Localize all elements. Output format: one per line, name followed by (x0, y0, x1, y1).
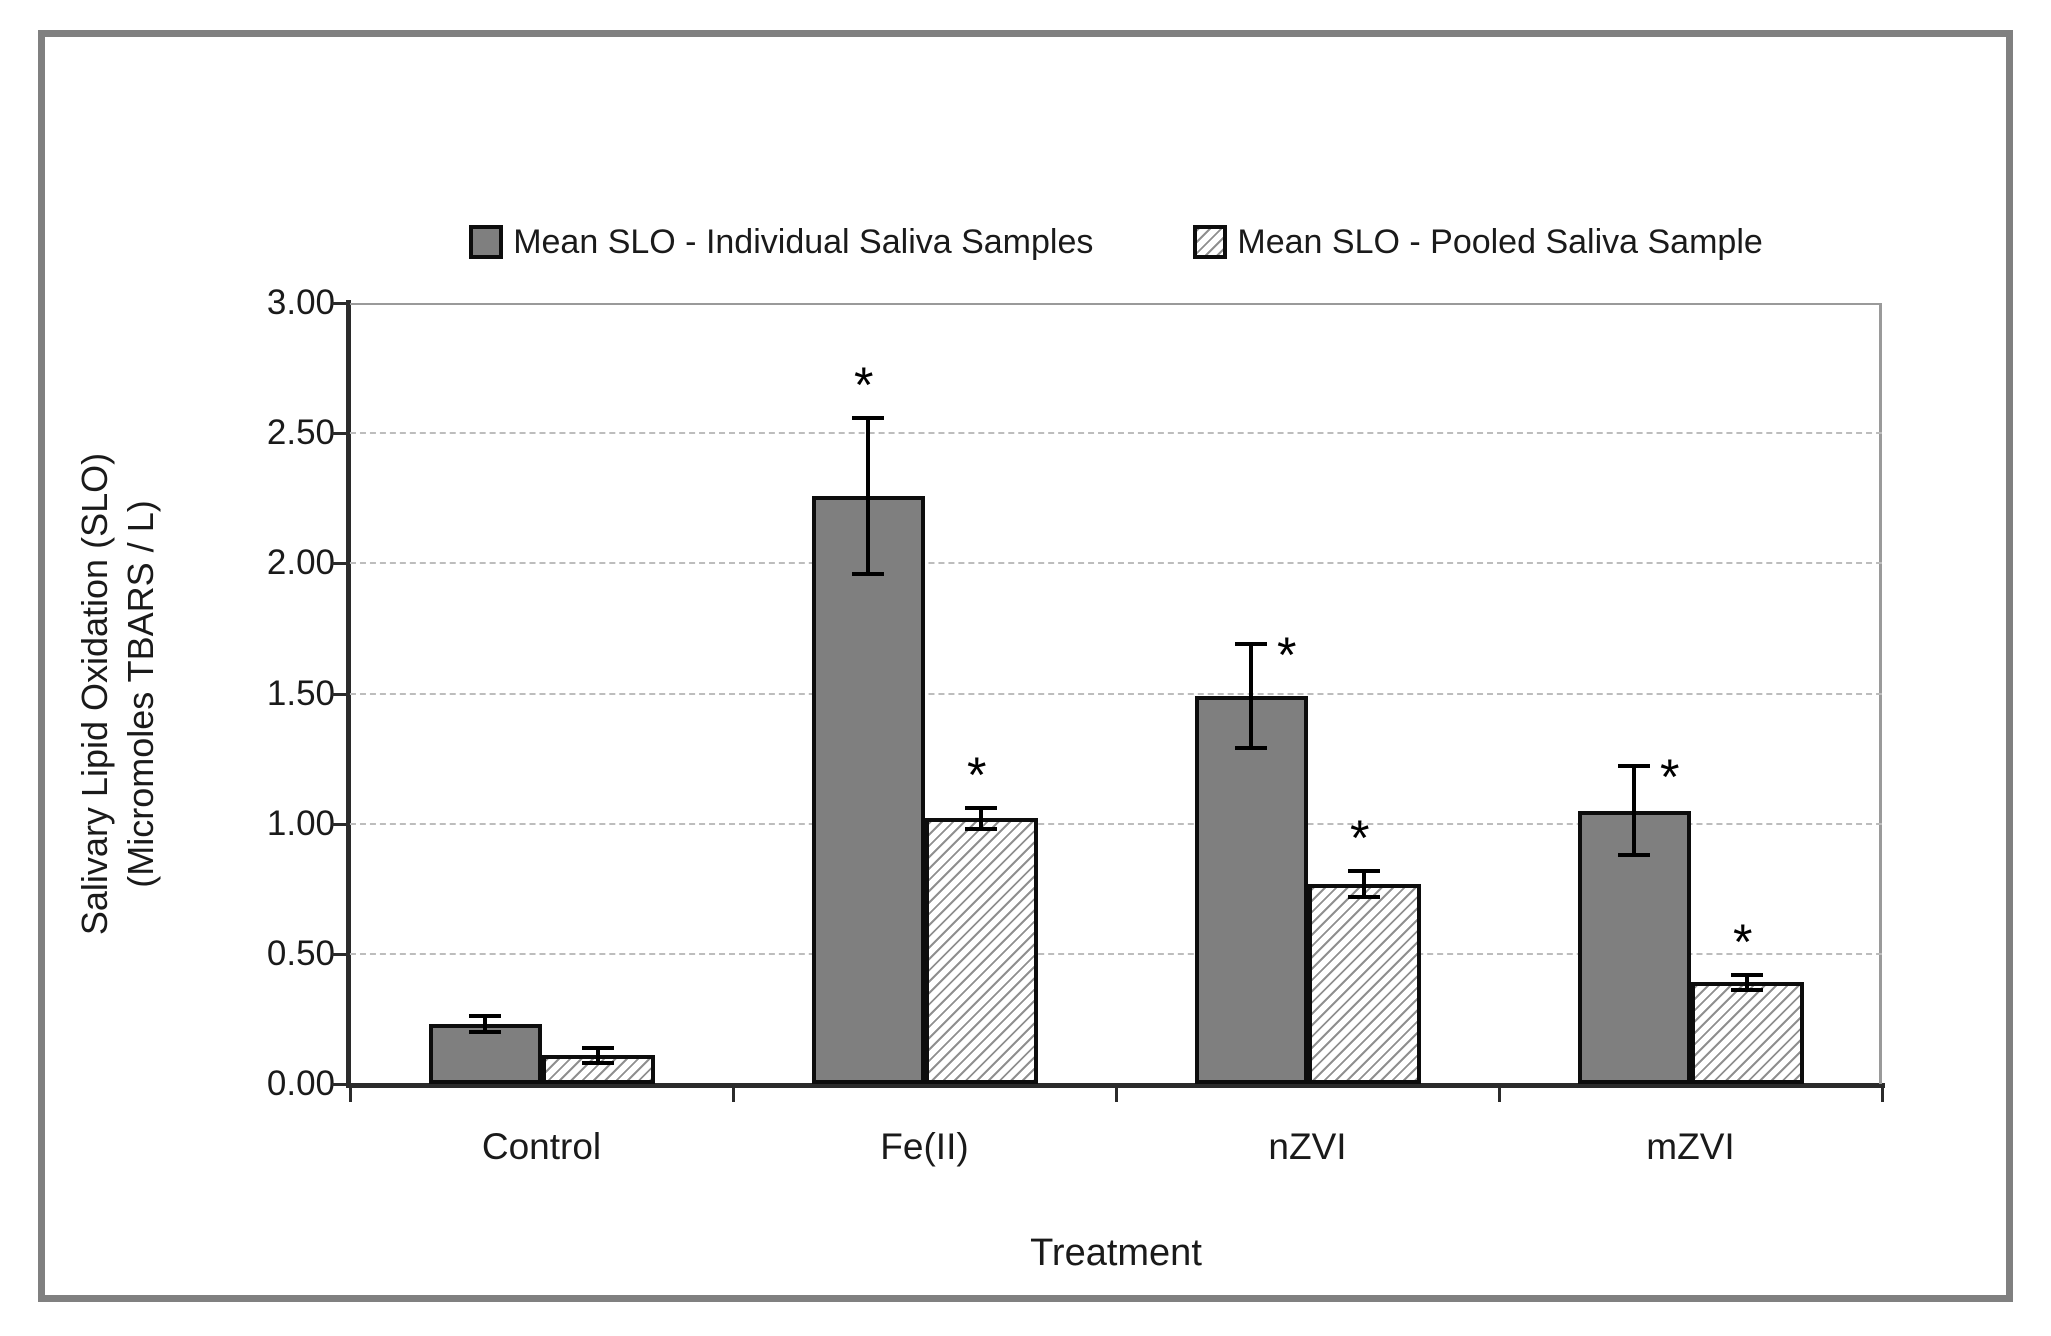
bar-hatched-mZVI (1690, 982, 1804, 1084)
error-bar (596, 1047, 600, 1064)
error-bar-cap-bottom (1731, 988, 1763, 993)
y-tick-label: 0.50 (266, 933, 335, 973)
error-bar-cap-top (1731, 972, 1763, 977)
legend-item-individual: Mean SLO - Individual Saliva Samples (469, 223, 1093, 262)
plot-area: * * * * * * (350, 303, 1882, 1084)
y-axis-line (346, 300, 351, 1087)
x-tick-mark (349, 1086, 352, 1102)
error-bar (1249, 644, 1253, 749)
y-tick-mark (332, 692, 347, 696)
x-tick-mark (732, 1086, 735, 1102)
significance-asterisk: * (854, 356, 874, 413)
significance-asterisk: * (1277, 627, 1297, 684)
bar-solid-Fe(II) (811, 495, 925, 1084)
plot-top-border (350, 303, 1882, 305)
significance-asterisk: * (1660, 749, 1680, 806)
x-tick-mark (1498, 1086, 1501, 1102)
bar-solid-nZVI (1194, 696, 1308, 1084)
y-tick-label: 2.00 (266, 543, 335, 583)
y-tick-mark (332, 952, 347, 956)
bar-hatched-Fe(II) (924, 818, 1038, 1084)
gridline (350, 562, 1882, 565)
error-bar-cap-top (965, 806, 997, 811)
error-bar-cap-top (1348, 868, 1380, 873)
y-tick-label: 2.50 (266, 413, 335, 453)
y-tick-mark (332, 302, 347, 305)
significance-asterisk: * (967, 747, 987, 804)
error-bar (1745, 974, 1749, 991)
figure-border (38, 30, 2013, 1302)
gridline (350, 952, 1882, 955)
y-tick-mark (332, 432, 347, 436)
error-bar-cap-bottom (1235, 746, 1267, 751)
significance-asterisk: * (1350, 809, 1370, 866)
legend: Mean SLO - Individual Saliva Samples Mea… (350, 218, 1882, 266)
x-tick-mark (1115, 1086, 1118, 1102)
x-tick-mark (1881, 1086, 1884, 1102)
y-tick-mark (332, 562, 347, 566)
error-bar-cap-bottom (1348, 894, 1380, 899)
y-tick-mark (332, 822, 347, 826)
error-bar-cap-top (852, 415, 884, 420)
legend-item-pooled: Mean SLO - Pooled Saliva Sample (1193, 222, 1763, 262)
y-tick-label: 1.50 (266, 673, 335, 713)
error-bar (1362, 870, 1366, 897)
x-axis-title: Treatment (1030, 1232, 1202, 1274)
error-bar (483, 1016, 487, 1032)
y-axis-title-line1: Salivary Lipid Oxidation (SLO) (74, 452, 115, 936)
error-bar-cap-top (1235, 642, 1267, 647)
legend-swatch-solid-icon (469, 225, 504, 259)
significance-asterisk: * (1733, 913, 1753, 970)
y-tick-label: 3.00 (266, 283, 335, 322)
legend-swatch-hatched-icon (1193, 225, 1228, 259)
legend-label-pooled: Mean SLO - Pooled Saliva Sample (1237, 222, 1763, 261)
error-bar-cap-top (469, 1014, 501, 1019)
gridline (350, 432, 1882, 435)
error-bar-cap-top (1618, 764, 1650, 769)
error-bar (979, 808, 983, 829)
error-bar (1632, 766, 1636, 855)
gridline (350, 822, 1882, 825)
error-bar-cap-bottom (1618, 852, 1650, 857)
x-category-label: nZVI (1268, 1126, 1347, 1167)
x-category-label: Fe(II) (880, 1126, 969, 1167)
x-category-label: Control (481, 1126, 602, 1167)
x-category-label: mZVI (1646, 1126, 1735, 1167)
legend-label-individual: Mean SLO - Individual Saliva Samples (513, 222, 1094, 261)
error-bar-cap-bottom (852, 571, 884, 576)
error-bar-cap-bottom (965, 826, 997, 831)
y-tick-label: 0.00 (266, 1064, 335, 1103)
error-bar (866, 417, 870, 574)
error-bar-cap-bottom (582, 1061, 614, 1066)
y-tick-mark (332, 1083, 347, 1086)
y-tick-label: 1.00 (266, 803, 335, 843)
error-bar-cap-bottom (469, 1029, 501, 1034)
x-axis-line (346, 1083, 1885, 1088)
error-bar-cap-top (582, 1045, 614, 1050)
bar-hatched-nZVI (1307, 883, 1421, 1084)
gridline (350, 692, 1882, 695)
